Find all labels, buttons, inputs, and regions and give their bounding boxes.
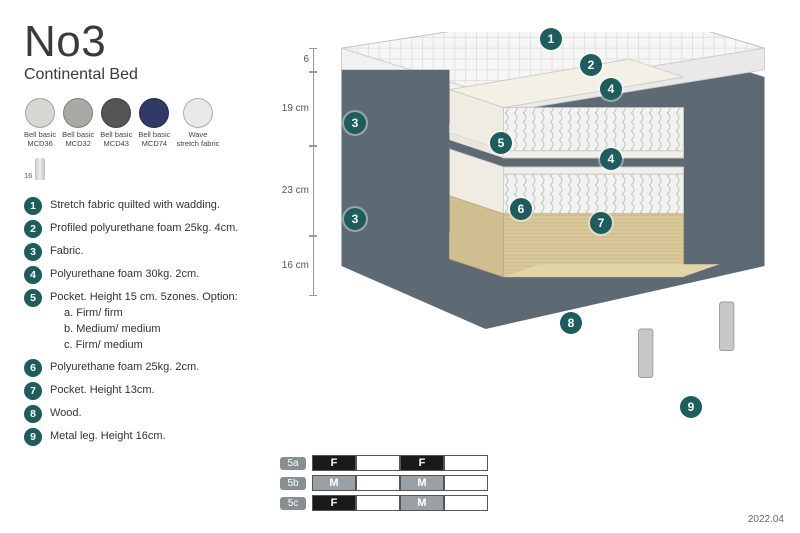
diagram-callout: 7 bbox=[590, 212, 612, 234]
firmness-tag: 5b bbox=[280, 477, 306, 490]
document-date: 2022.04 bbox=[748, 514, 784, 525]
swatch: Bell basic MCD32 bbox=[62, 98, 94, 148]
swatch: Bell basic MCD36 bbox=[24, 98, 56, 148]
firmness-cell bbox=[444, 455, 488, 471]
material-item: 7 Pocket. Height 13cm. bbox=[24, 382, 284, 400]
material-number-marker: 2 bbox=[24, 220, 42, 238]
swatch-label-line2: stretch fabric bbox=[176, 140, 219, 149]
material-text: Polyurethane foam 25kg. 2cm. bbox=[50, 359, 284, 376]
swatch-label-line2: MCD36 bbox=[27, 140, 52, 149]
material-item: 9 Metal leg. Height 16cm. bbox=[24, 428, 284, 446]
diagram-callout: 4 bbox=[600, 78, 622, 100]
diagram-callout: 3 bbox=[344, 112, 366, 134]
material-text: Pocket. Height 13cm. bbox=[50, 382, 284, 399]
swatch-chip bbox=[25, 98, 55, 128]
product-spec-sheet: No3 Continental Bed Bell basic MCD36 Bel… bbox=[0, 0, 800, 533]
diagram-callout: 1 bbox=[540, 28, 562, 50]
leg-thumb-label: 16 bbox=[24, 171, 32, 180]
material-text: Wood. bbox=[50, 405, 284, 422]
firmness-row: 5b M M bbox=[280, 475, 488, 491]
firmness-cell bbox=[444, 495, 488, 511]
swatch-chip bbox=[139, 98, 169, 128]
diagram-callout: 4 bbox=[600, 148, 622, 170]
material-item: 8 Wood. bbox=[24, 405, 284, 423]
firmness-row: 5c F M bbox=[280, 495, 488, 511]
firmness-cells: M M bbox=[312, 475, 488, 491]
firmness-row: 5a F F bbox=[280, 455, 488, 471]
material-item: 6 Polyurethane foam 25kg. 2cm. bbox=[24, 359, 284, 377]
material-text: Fabric. bbox=[50, 243, 284, 260]
material-text: Pocket. Height 15 cm. 5zones. Option: a.… bbox=[50, 289, 284, 354]
dimension-label: 6 bbox=[280, 48, 314, 72]
material-text: Polyurethane foam 30kg. 2cm. bbox=[50, 266, 284, 283]
material-text: Metal leg. Height 16cm. bbox=[50, 428, 284, 445]
dimension-label: 23 cm bbox=[280, 146, 314, 236]
swatch-chip bbox=[101, 98, 131, 128]
leg-height-thumb: 16 bbox=[24, 158, 45, 180]
swatch: Bell basic MCD74 bbox=[138, 98, 170, 148]
swatch: Wave stretch fabric bbox=[176, 98, 219, 148]
material-number-marker: 8 bbox=[24, 405, 42, 423]
material-text: Profiled polyurethane foam 25kg. 4cm. bbox=[50, 220, 284, 237]
firmness-cell bbox=[356, 475, 400, 491]
material-number-marker: 9 bbox=[24, 428, 42, 446]
material-text: Stretch fabric quilted with wadding. bbox=[50, 197, 284, 214]
diagram-callout: 5 bbox=[490, 132, 512, 154]
material-item: 4 Polyurethane foam 30kg. 2cm. bbox=[24, 266, 284, 284]
firmness-cell: F bbox=[312, 455, 356, 471]
firmness-cell bbox=[356, 495, 400, 511]
diagram-callout: 6 bbox=[510, 198, 532, 220]
swatch-label-line2: MCD74 bbox=[142, 140, 167, 149]
diagram-callout: 2 bbox=[580, 54, 602, 76]
material-item: 1 Stretch fabric quilted with wadding. bbox=[24, 197, 284, 215]
material-number-marker: 6 bbox=[24, 359, 42, 377]
material-item: 5 Pocket. Height 15 cm. 5zones. Option: … bbox=[24, 289, 284, 354]
firmness-cells: F M bbox=[312, 495, 488, 511]
firmness-cell: M bbox=[400, 495, 444, 511]
firmness-cell: F bbox=[312, 495, 356, 511]
diagram-callout: 8 bbox=[560, 312, 582, 334]
firmness-tag: 5a bbox=[280, 457, 306, 470]
material-item: 2 Profiled polyurethane foam 25kg. 4cm. bbox=[24, 220, 284, 238]
swatch-chip bbox=[183, 98, 213, 128]
firmness-cell: F bbox=[400, 455, 444, 471]
firmness-cell bbox=[356, 455, 400, 471]
swatch: Bell basic MCD43 bbox=[100, 98, 132, 148]
firmness-cell: M bbox=[312, 475, 356, 491]
metal-leg-icon bbox=[639, 302, 734, 378]
material-number-marker: 5 bbox=[24, 289, 42, 307]
diagram-callout: 9 bbox=[680, 396, 702, 418]
material-sub-item: b. Medium/ medium bbox=[64, 322, 284, 338]
dimension-label: 19 cm bbox=[280, 72, 314, 146]
material-sublist: a. Firm/ firm b. Medium/ medium c. Firm/… bbox=[50, 306, 284, 354]
material-sub-item: c. Firm/ medium bbox=[64, 338, 284, 354]
firmness-cell: M bbox=[400, 475, 444, 491]
diagram-callout: 3 bbox=[344, 208, 366, 230]
material-number-marker: 1 bbox=[24, 197, 42, 215]
firmness-cells: F F bbox=[312, 455, 488, 471]
bed-cross-section-diagram: 6 19 cm 23 cm 16 cm bbox=[280, 12, 800, 472]
material-number-marker: 4 bbox=[24, 266, 42, 284]
material-number-marker: 7 bbox=[24, 382, 42, 400]
firmness-cell bbox=[444, 475, 488, 491]
leg-icon bbox=[35, 158, 45, 180]
materials-list: 1 Stretch fabric quilted with wadding. 2… bbox=[24, 197, 284, 446]
bed-illustration bbox=[318, 32, 788, 392]
firmness-options-table: 5a F F 5b M M 5c F M bbox=[280, 455, 488, 511]
swatch-label-line2: MCD43 bbox=[104, 140, 129, 149]
swatch-label-line2: MCD32 bbox=[65, 140, 90, 149]
material-text-main: Pocket. Height 15 cm. 5zones. Option: bbox=[50, 291, 238, 303]
material-item: 3 Fabric. bbox=[24, 243, 284, 261]
material-number-marker: 3 bbox=[24, 243, 42, 261]
dimension-label: 16 cm bbox=[280, 236, 314, 296]
material-sub-item: a. Firm/ firm bbox=[64, 306, 284, 322]
swatch-chip bbox=[63, 98, 93, 128]
firmness-tag: 5c bbox=[280, 497, 306, 510]
